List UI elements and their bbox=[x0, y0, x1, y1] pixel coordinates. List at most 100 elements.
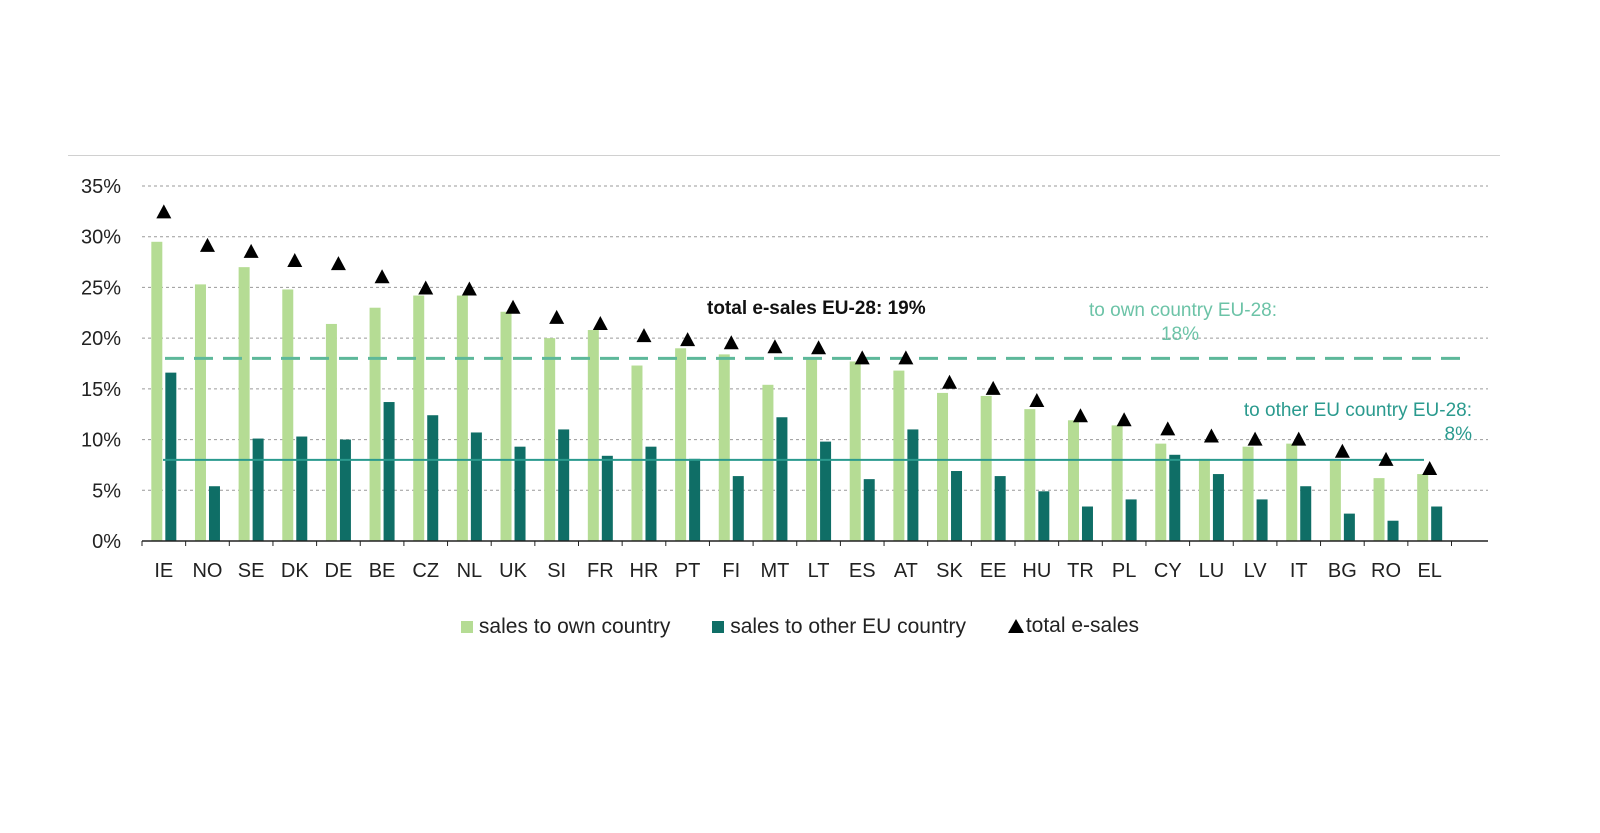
x-tick-label: FI bbox=[722, 560, 740, 582]
total-marker bbox=[854, 350, 870, 365]
bar-own-country bbox=[1286, 443, 1298, 541]
total-marker bbox=[1029, 393, 1045, 408]
bar-own-country bbox=[1329, 460, 1341, 541]
total-marker bbox=[985, 380, 1001, 395]
bar-other-eu-country bbox=[1212, 474, 1224, 541]
total-marker bbox=[374, 269, 390, 284]
total-marker bbox=[592, 315, 608, 330]
bar-own-country bbox=[762, 384, 774, 541]
x-tick-label: PL bbox=[1112, 560, 1136, 582]
bar-own-country bbox=[937, 392, 949, 541]
bar-other-eu-country bbox=[1125, 499, 1137, 541]
bar-other-eu-country bbox=[1431, 506, 1443, 541]
bar-own-country bbox=[980, 395, 992, 541]
x-tick-label: TR bbox=[1067, 560, 1094, 582]
x-axis-labels: IE NO SE DK DE BE CZ NL UK SI FR HR PT FI MT LT ES AT SK EE… bbox=[154, 560, 1442, 582]
total-marker bbox=[1247, 431, 1263, 446]
total-marker bbox=[1422, 460, 1438, 475]
y-tick-label: 35% bbox=[81, 176, 121, 198]
total-marker bbox=[1378, 451, 1394, 466]
x-tick-label: RO bbox=[1371, 560, 1401, 582]
x-tick-label: BG bbox=[1328, 560, 1357, 582]
x-tick-label: LU bbox=[1199, 560, 1225, 582]
total-marker bbox=[1334, 443, 1350, 458]
bar-other-eu-country bbox=[1169, 454, 1181, 541]
bar-own-country bbox=[893, 370, 905, 541]
bar-other-eu-country bbox=[863, 479, 875, 541]
total-marker bbox=[1072, 408, 1088, 423]
x-tick-label: PT bbox=[675, 560, 701, 582]
bar-own-country bbox=[1417, 474, 1429, 541]
total-marker bbox=[767, 339, 783, 354]
x-tick-label: MT bbox=[760, 560, 789, 582]
own-country-eu28-annotation-line1: to own country EU-28: bbox=[1089, 300, 1277, 321]
bar-own-country bbox=[1024, 409, 1036, 541]
x-tick-label: EE bbox=[980, 560, 1007, 582]
y-axis-ticks: 0% 5% 10% 15% 20% 25% 30% 35% bbox=[81, 176, 121, 553]
bar-own-country bbox=[806, 359, 818, 541]
bar-other-eu-country bbox=[1343, 513, 1355, 541]
bar-other-eu-country bbox=[383, 402, 395, 541]
bar-other-eu-country bbox=[165, 372, 177, 541]
total-marker bbox=[505, 299, 521, 314]
legend-item-other: sales to other EU country bbox=[712, 615, 966, 639]
total-marker bbox=[156, 204, 172, 219]
bar-own-country bbox=[718, 354, 730, 541]
bar-own-country bbox=[282, 289, 294, 541]
bar-own-country bbox=[849, 361, 861, 541]
bars bbox=[151, 241, 1443, 542]
legend-triangle-icon bbox=[1007, 619, 1024, 633]
bar-own-country bbox=[1373, 478, 1385, 541]
total-marker bbox=[1160, 421, 1176, 436]
bar-other-eu-country bbox=[296, 436, 308, 541]
total-marker bbox=[1291, 431, 1307, 446]
bar-own-country bbox=[151, 241, 163, 542]
x-tick-label: UK bbox=[499, 560, 527, 582]
total-marker bbox=[1116, 412, 1132, 427]
bar-own-country bbox=[1198, 458, 1210, 541]
bar-own-country bbox=[413, 295, 425, 541]
y-tick-label: 30% bbox=[81, 227, 121, 249]
bar-other-eu-country bbox=[514, 446, 526, 541]
bar-own-country bbox=[544, 338, 556, 541]
bar-own-country bbox=[325, 323, 337, 541]
bar-own-country bbox=[675, 348, 687, 541]
bar-own-country bbox=[1155, 443, 1167, 541]
x-tick-label: LV bbox=[1244, 560, 1268, 582]
x-tick-label: ES bbox=[849, 560, 876, 582]
bar-other-eu-country bbox=[907, 429, 919, 541]
bar-other-eu-country bbox=[689, 458, 701, 541]
bar-own-country bbox=[500, 311, 512, 541]
bar-other-eu-country bbox=[558, 429, 570, 541]
total-marker bbox=[330, 256, 346, 271]
legend-label-total: total e-sales bbox=[1025, 614, 1140, 637]
bar-other-eu-country bbox=[1387, 520, 1399, 541]
bar-own-country bbox=[631, 365, 643, 541]
total-marker bbox=[680, 332, 696, 347]
bar-other-eu-country bbox=[470, 432, 482, 541]
top-rule bbox=[68, 155, 1500, 156]
bar-other-eu-country bbox=[776, 417, 788, 541]
bar-own-country bbox=[194, 284, 206, 541]
total-markers bbox=[156, 204, 1438, 475]
total-marker bbox=[1203, 428, 1219, 443]
legend-label-own: sales to own country bbox=[478, 615, 671, 638]
x-tick-label: AT bbox=[894, 560, 918, 582]
y-tick-label: 5% bbox=[92, 480, 121, 502]
bar-other-eu-country bbox=[252, 438, 264, 541]
bar-other-eu-country bbox=[208, 486, 220, 541]
x-tick-label: SI bbox=[547, 560, 566, 582]
x-tick-label: FR bbox=[587, 560, 614, 582]
x-tick-label: SE bbox=[238, 560, 265, 582]
own-country-eu28-annotation-line2: 18% bbox=[1161, 324, 1199, 345]
y-tick-label: 0% bbox=[92, 531, 121, 553]
bar-other-eu-country bbox=[645, 446, 657, 541]
bar-other-eu-country bbox=[427, 415, 439, 541]
legend-item-total: total e-sales bbox=[1007, 614, 1140, 638]
x-tick-label: HU bbox=[1022, 560, 1051, 582]
x-tick-label: CZ bbox=[412, 560, 439, 582]
x-tick-label: DK bbox=[281, 560, 309, 582]
reference-lines bbox=[163, 356, 1470, 461]
bar-other-eu-country bbox=[732, 476, 744, 541]
